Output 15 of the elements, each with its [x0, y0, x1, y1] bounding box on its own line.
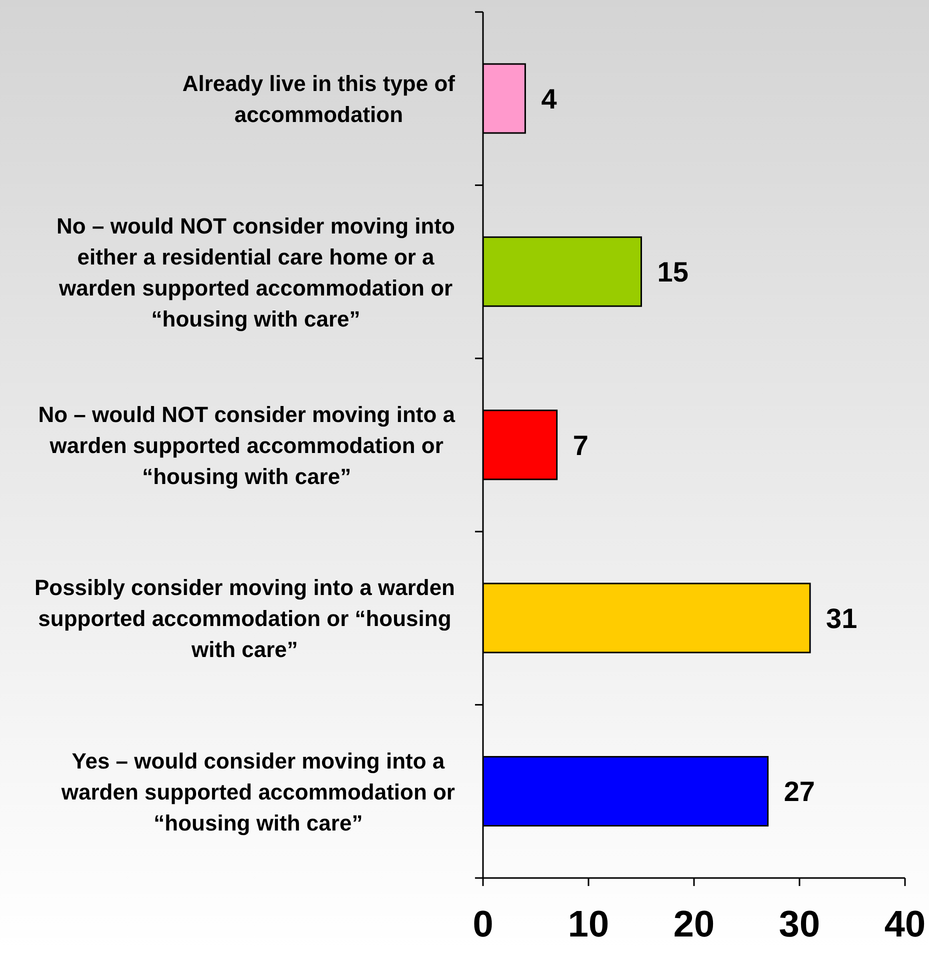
y-tick-label: Already live in this type of accommodation — [182, 70, 456, 127]
data-label: 4 — [541, 83, 558, 114]
x-tick-label: 20 — [673, 903, 715, 944]
x-tick-label: 30 — [778, 903, 820, 944]
y-tick-label: Yes – would consider moving into a warden supported accommodation or “housing with care” — [60, 748, 456, 835]
x-tick-label: 10 — [568, 903, 610, 944]
data-label: 31 — [826, 603, 858, 634]
data-label: 7 — [572, 430, 588, 461]
x-tick-label: 40 — [884, 903, 926, 944]
data-label: 27 — [784, 776, 816, 808]
y-tick-label: No – would NOT consider moving into a warden supported accommodation or “housing with care” — [38, 402, 456, 488]
x-tick-label: 0 — [472, 903, 494, 944]
y-tick-label: Possibly consider moving into a warden supported accommodation or “housing with care” — [34, 574, 456, 662]
y-tick-label: No – would NOT consider moving into either a residential care home or a warden supported accommodation or “housing with care” — [56, 212, 455, 331]
data-label: 15 — [657, 256, 688, 288]
